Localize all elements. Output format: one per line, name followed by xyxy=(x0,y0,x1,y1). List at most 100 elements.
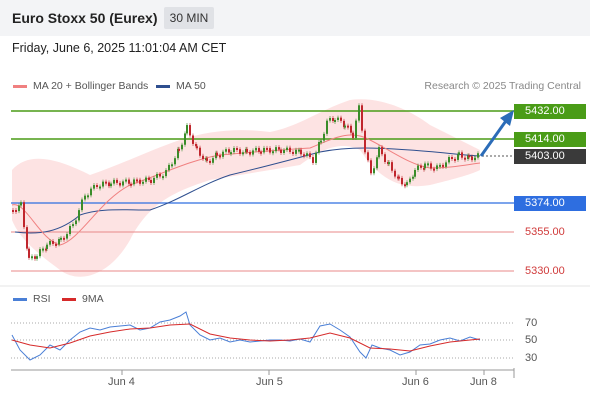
candle-body xyxy=(334,119,336,122)
candle-body xyxy=(404,184,406,187)
credit-label: Research © 2025 Trading Central xyxy=(424,80,581,92)
candle-body xyxy=(145,177,147,182)
candle-body xyxy=(26,227,28,249)
candle-body xyxy=(108,182,110,187)
candle-body xyxy=(468,155,470,158)
candle-body xyxy=(184,133,186,145)
rsi-line xyxy=(11,311,481,361)
candle-body xyxy=(266,147,268,150)
s2-price-label: 5330.00 xyxy=(525,265,565,277)
candle-body xyxy=(186,125,188,134)
legend-rsi-label: RSI xyxy=(33,293,51,305)
candle-body xyxy=(45,248,47,251)
candle-body xyxy=(113,179,115,184)
candle-body xyxy=(228,149,230,153)
candle-body xyxy=(430,163,432,169)
candle-body xyxy=(233,148,235,153)
candle-body xyxy=(23,202,25,228)
candle-body xyxy=(461,152,463,158)
candle-body xyxy=(417,165,419,170)
candle-body xyxy=(388,162,390,165)
candle-body xyxy=(219,155,221,158)
candle-body xyxy=(195,143,197,147)
candle-body xyxy=(75,220,77,225)
candle-body xyxy=(424,163,426,169)
candle-body xyxy=(128,179,130,184)
candle-body xyxy=(394,170,396,177)
candle-body xyxy=(159,173,161,177)
candle-body xyxy=(15,210,17,212)
candle-body xyxy=(168,164,170,171)
candle-body xyxy=(105,181,107,184)
candle-body xyxy=(236,148,238,151)
candle-body xyxy=(116,179,118,183)
rsi-tick-50: 50 xyxy=(525,334,538,346)
candle-body xyxy=(136,179,138,182)
candle-body xyxy=(206,158,208,161)
rsi-ma-line xyxy=(11,323,481,352)
candle-body xyxy=(373,168,375,174)
candle-body xyxy=(464,157,466,160)
candle-body xyxy=(337,117,339,120)
candle-body xyxy=(99,186,101,189)
candle-body xyxy=(367,152,369,161)
candle-body xyxy=(454,158,456,161)
candle-body xyxy=(165,170,167,177)
r2-price-tag: 5432.00 xyxy=(514,104,586,119)
candle-body xyxy=(142,181,144,184)
candle-body xyxy=(31,256,33,259)
candle-body xyxy=(347,125,349,128)
candle-body xyxy=(49,241,51,245)
candle-body xyxy=(177,148,179,159)
candle-body xyxy=(119,182,121,186)
candle-body xyxy=(306,153,308,156)
candle-body xyxy=(58,238,60,245)
candle-body xyxy=(309,153,311,158)
candle-body xyxy=(72,224,74,227)
candle-body xyxy=(269,148,271,153)
x-label-jun4: Jun 4 xyxy=(108,376,135,388)
candle-body xyxy=(133,179,135,185)
ma20-line xyxy=(11,134,481,246)
candle-body xyxy=(350,125,352,133)
candle-body xyxy=(84,195,86,200)
candle-body xyxy=(178,148,180,151)
candle-body xyxy=(212,158,214,163)
candle-body xyxy=(66,234,68,239)
candle-body xyxy=(352,132,354,138)
candle-body xyxy=(96,185,98,188)
candle-body xyxy=(457,154,459,160)
candle-body xyxy=(376,157,378,169)
candle-body xyxy=(222,151,224,157)
candle-body xyxy=(420,165,422,168)
candle-body xyxy=(272,151,274,154)
x-label-jun6: Jun 6 xyxy=(402,376,429,388)
candle-body xyxy=(340,117,342,121)
candle-body xyxy=(258,147,260,152)
candle-body xyxy=(343,120,345,128)
bollinger-band xyxy=(12,99,480,277)
legend-ma50-label: MA 50 xyxy=(176,80,206,92)
candle-body xyxy=(398,176,400,179)
candle-body xyxy=(364,130,366,153)
candle-body xyxy=(280,149,282,153)
candle-body xyxy=(150,179,152,183)
last-price-tag: 5403.00 xyxy=(514,149,586,164)
ma50-swatch-icon xyxy=(156,84,170,88)
timeframe-button[interactable]: 30 MIN xyxy=(164,7,214,29)
candle-body xyxy=(162,176,164,179)
candle-body xyxy=(439,164,441,167)
candle-body xyxy=(20,202,22,206)
x-label-jun8: Jun 8 xyxy=(470,376,497,388)
candle-body xyxy=(414,169,416,177)
candle-body xyxy=(436,165,438,170)
candle-body xyxy=(55,243,57,246)
candle-body xyxy=(300,149,302,155)
candle-body xyxy=(63,237,65,240)
candle-body xyxy=(249,151,251,155)
candle-body xyxy=(39,249,41,257)
candle-body xyxy=(474,157,476,161)
candle-body xyxy=(451,157,453,160)
candle-body xyxy=(427,163,429,166)
candle-body xyxy=(370,160,372,174)
